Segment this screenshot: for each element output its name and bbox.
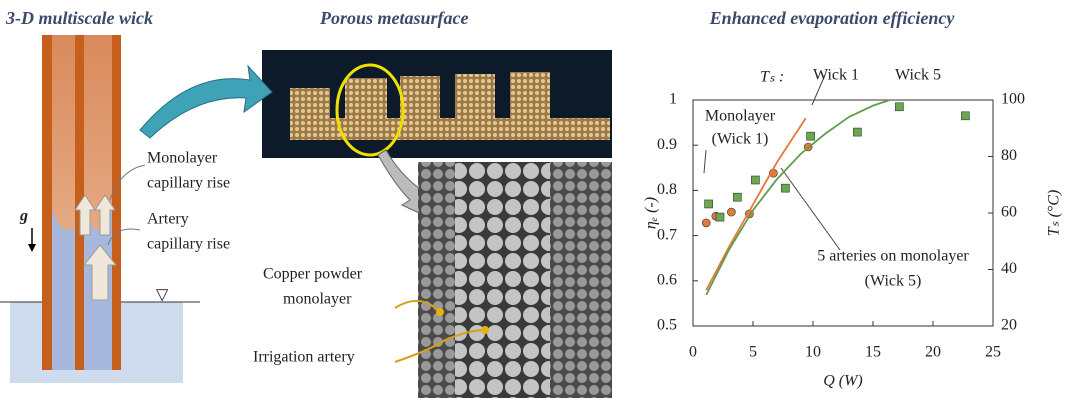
y-tick-label: 1 xyxy=(669,91,677,108)
annotation: (Wick 5) xyxy=(865,273,922,290)
gravity-label: g xyxy=(19,208,28,225)
annotation-arrows xyxy=(703,74,841,251)
y2-tick-label: 80 xyxy=(1001,147,1017,164)
series-label: Wick 1 xyxy=(813,67,859,84)
wick-diagram xyxy=(0,35,200,383)
marker xyxy=(727,207,736,217)
y-tick-label: 0.6 xyxy=(657,271,677,288)
annotation: 5 arteries on monolayer xyxy=(817,248,969,265)
x-tick-label: 10 xyxy=(805,344,821,361)
x-tick-label: 25 xyxy=(985,344,1001,361)
water-level: ▽ xyxy=(156,287,169,304)
marker xyxy=(806,131,815,141)
annotation: (Wick 1) xyxy=(712,131,769,148)
marker xyxy=(961,111,970,121)
y-tick-label: 0.9 xyxy=(657,136,677,153)
x-tick-label: 0 xyxy=(689,344,697,361)
x-tick-label: 20 xyxy=(925,344,941,361)
label: Artery xyxy=(147,211,189,228)
marker xyxy=(701,218,711,228)
marker xyxy=(781,183,790,193)
y2-tick-label: 20 xyxy=(1001,317,1017,334)
x-tick-label: 5 xyxy=(749,344,757,361)
x-axis-label: Q (W) xyxy=(823,373,863,390)
panel-title: 3-D multiscale wick xyxy=(5,8,153,28)
y2-tick-label: 40 xyxy=(1001,260,1017,277)
annotation: Tₛ : xyxy=(760,69,784,86)
marker xyxy=(733,192,742,202)
label: Irrigation artery xyxy=(253,349,355,366)
label: Monolayer xyxy=(147,150,218,167)
label: monolayer xyxy=(283,291,352,308)
marker xyxy=(853,127,862,137)
y2-tick-label: 100 xyxy=(1001,91,1025,108)
annotation: Monolayer xyxy=(705,108,776,125)
label: capillary rise xyxy=(147,175,230,192)
series-label: Wick 5 xyxy=(895,67,941,84)
ts-line xyxy=(705,117,807,291)
chart-title: Enhanced evaporation efficiency xyxy=(709,8,956,28)
y-tick-label: 0.5 xyxy=(657,317,677,334)
y-tick-label: 0.8 xyxy=(657,181,677,198)
marker xyxy=(715,212,725,222)
y2-tick-label: 60 xyxy=(1001,204,1017,221)
label: Copper powder xyxy=(263,266,363,283)
y-axis-label: ηₑ (-) xyxy=(643,197,660,229)
y2-axis-label: Tₛ (°C) xyxy=(1046,190,1063,237)
label: capillary rise xyxy=(147,236,230,253)
marker xyxy=(704,199,713,209)
panel-title: Porous metasurface xyxy=(319,8,469,28)
metasurface-photo xyxy=(139,50,612,398)
y-tick-label: 0.7 xyxy=(657,226,677,243)
marker xyxy=(751,175,760,185)
ts-line xyxy=(705,99,891,296)
marker xyxy=(895,102,904,112)
x-tick-label: 15 xyxy=(865,344,881,361)
